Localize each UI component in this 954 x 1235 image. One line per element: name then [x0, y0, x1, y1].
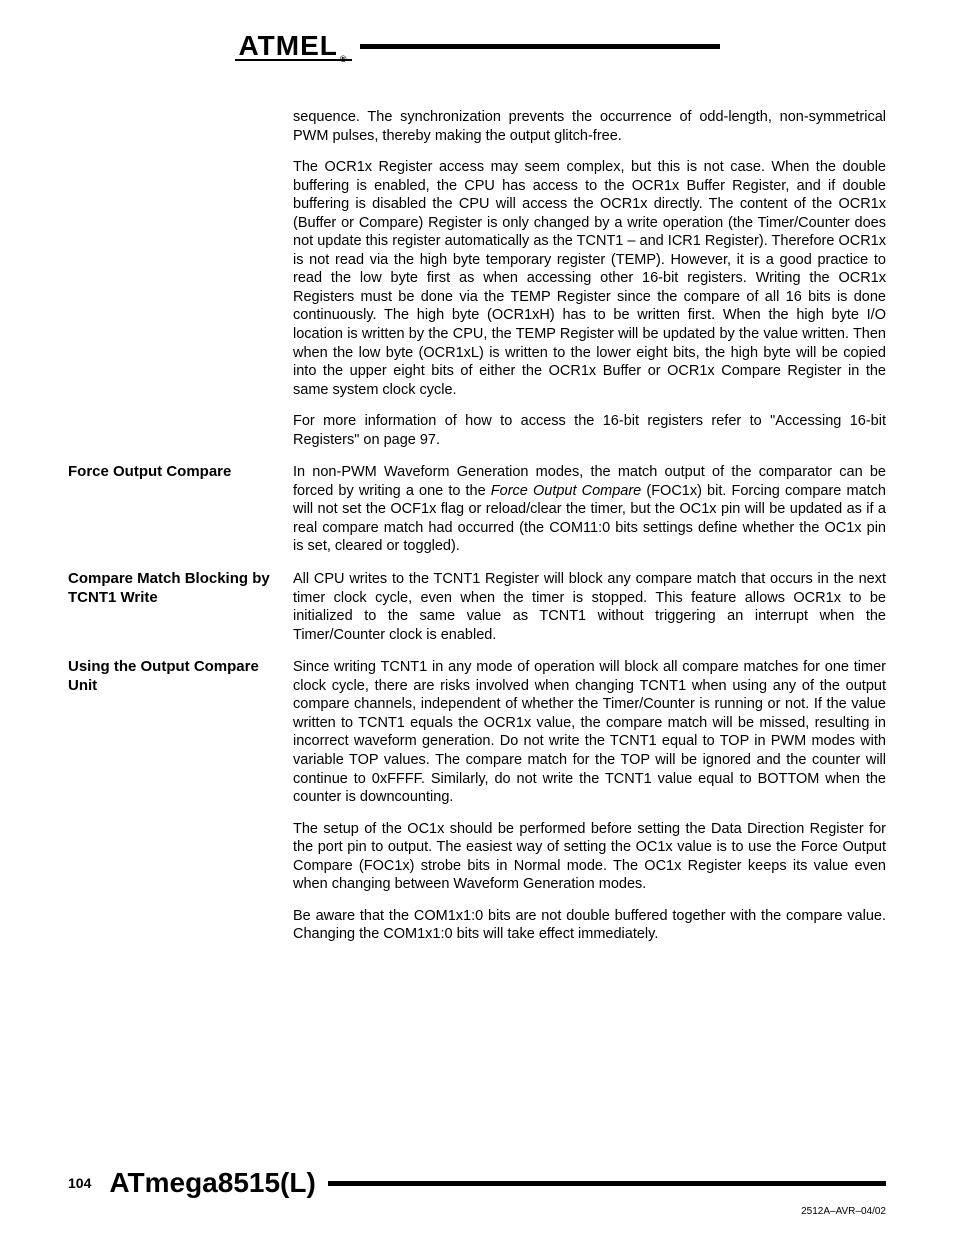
section-body: All CPU writes to the TCNT1 Register wil… — [293, 570, 886, 644]
paragraph: For more information of how to access th… — [293, 412, 886, 449]
page-content: sequence. The synchronization prevents t… — [68, 108, 886, 958]
registered-icon: ® — [340, 54, 348, 64]
header-rule — [360, 44, 720, 49]
paragraph: sequence. The synchronization prevents t… — [293, 108, 886, 145]
document-reference: 2512A–AVR–04/02 — [801, 1206, 886, 1217]
page-header: ATMEL® — [0, 30, 954, 64]
section-heading: Force Output Compare — [68, 463, 293, 556]
paragraph: Be aware that the COM1x1:0 bits are not … — [293, 907, 886, 944]
section-using-output-compare-unit: Using the Output Compare Unit Since writ… — [68, 658, 886, 944]
page-footer: 104 ATmega8515(L) — [68, 1167, 886, 1199]
brand-text: ATMEL — [239, 30, 338, 61]
logo-wrap: ATMEL® — [235, 30, 720, 64]
section-body: sequence. The synchronization prevents t… — [293, 108, 886, 449]
section-intro: sequence. The synchronization prevents t… — [68, 108, 886, 449]
page-number: 104 — [68, 1175, 91, 1191]
paragraph: The OCR1x Register access may seem compl… — [293, 158, 886, 399]
section-force-output-compare: Force Output Compare In non-PWM Waveform… — [68, 463, 886, 556]
paragraph: Since writing TCNT1 in any mode of opera… — [293, 658, 886, 806]
document-title: ATmega8515(L) — [109, 1167, 315, 1199]
section-heading: Using the Output Compare Unit — [68, 658, 293, 944]
section-body: Since writing TCNT1 in any mode of opera… — [293, 658, 886, 944]
section-heading: Compare Match Blocking by TCNT1 Write — [68, 570, 293, 644]
footer-rule — [328, 1181, 886, 1186]
paragraph: In non-PWM Waveform Generation modes, th… — [293, 463, 886, 556]
emphasis: Force Output Compare — [491, 483, 641, 499]
brand-logo: ATMEL® — [235, 30, 352, 64]
section-compare-match-blocking: Compare Match Blocking by TCNT1 Write Al… — [68, 570, 886, 644]
paragraph: The setup of the OC1x should be performe… — [293, 820, 886, 894]
paragraph: All CPU writes to the TCNT1 Register wil… — [293, 570, 886, 644]
section-body: In non-PWM Waveform Generation modes, th… — [293, 463, 886, 556]
section-heading-empty — [68, 108, 293, 449]
